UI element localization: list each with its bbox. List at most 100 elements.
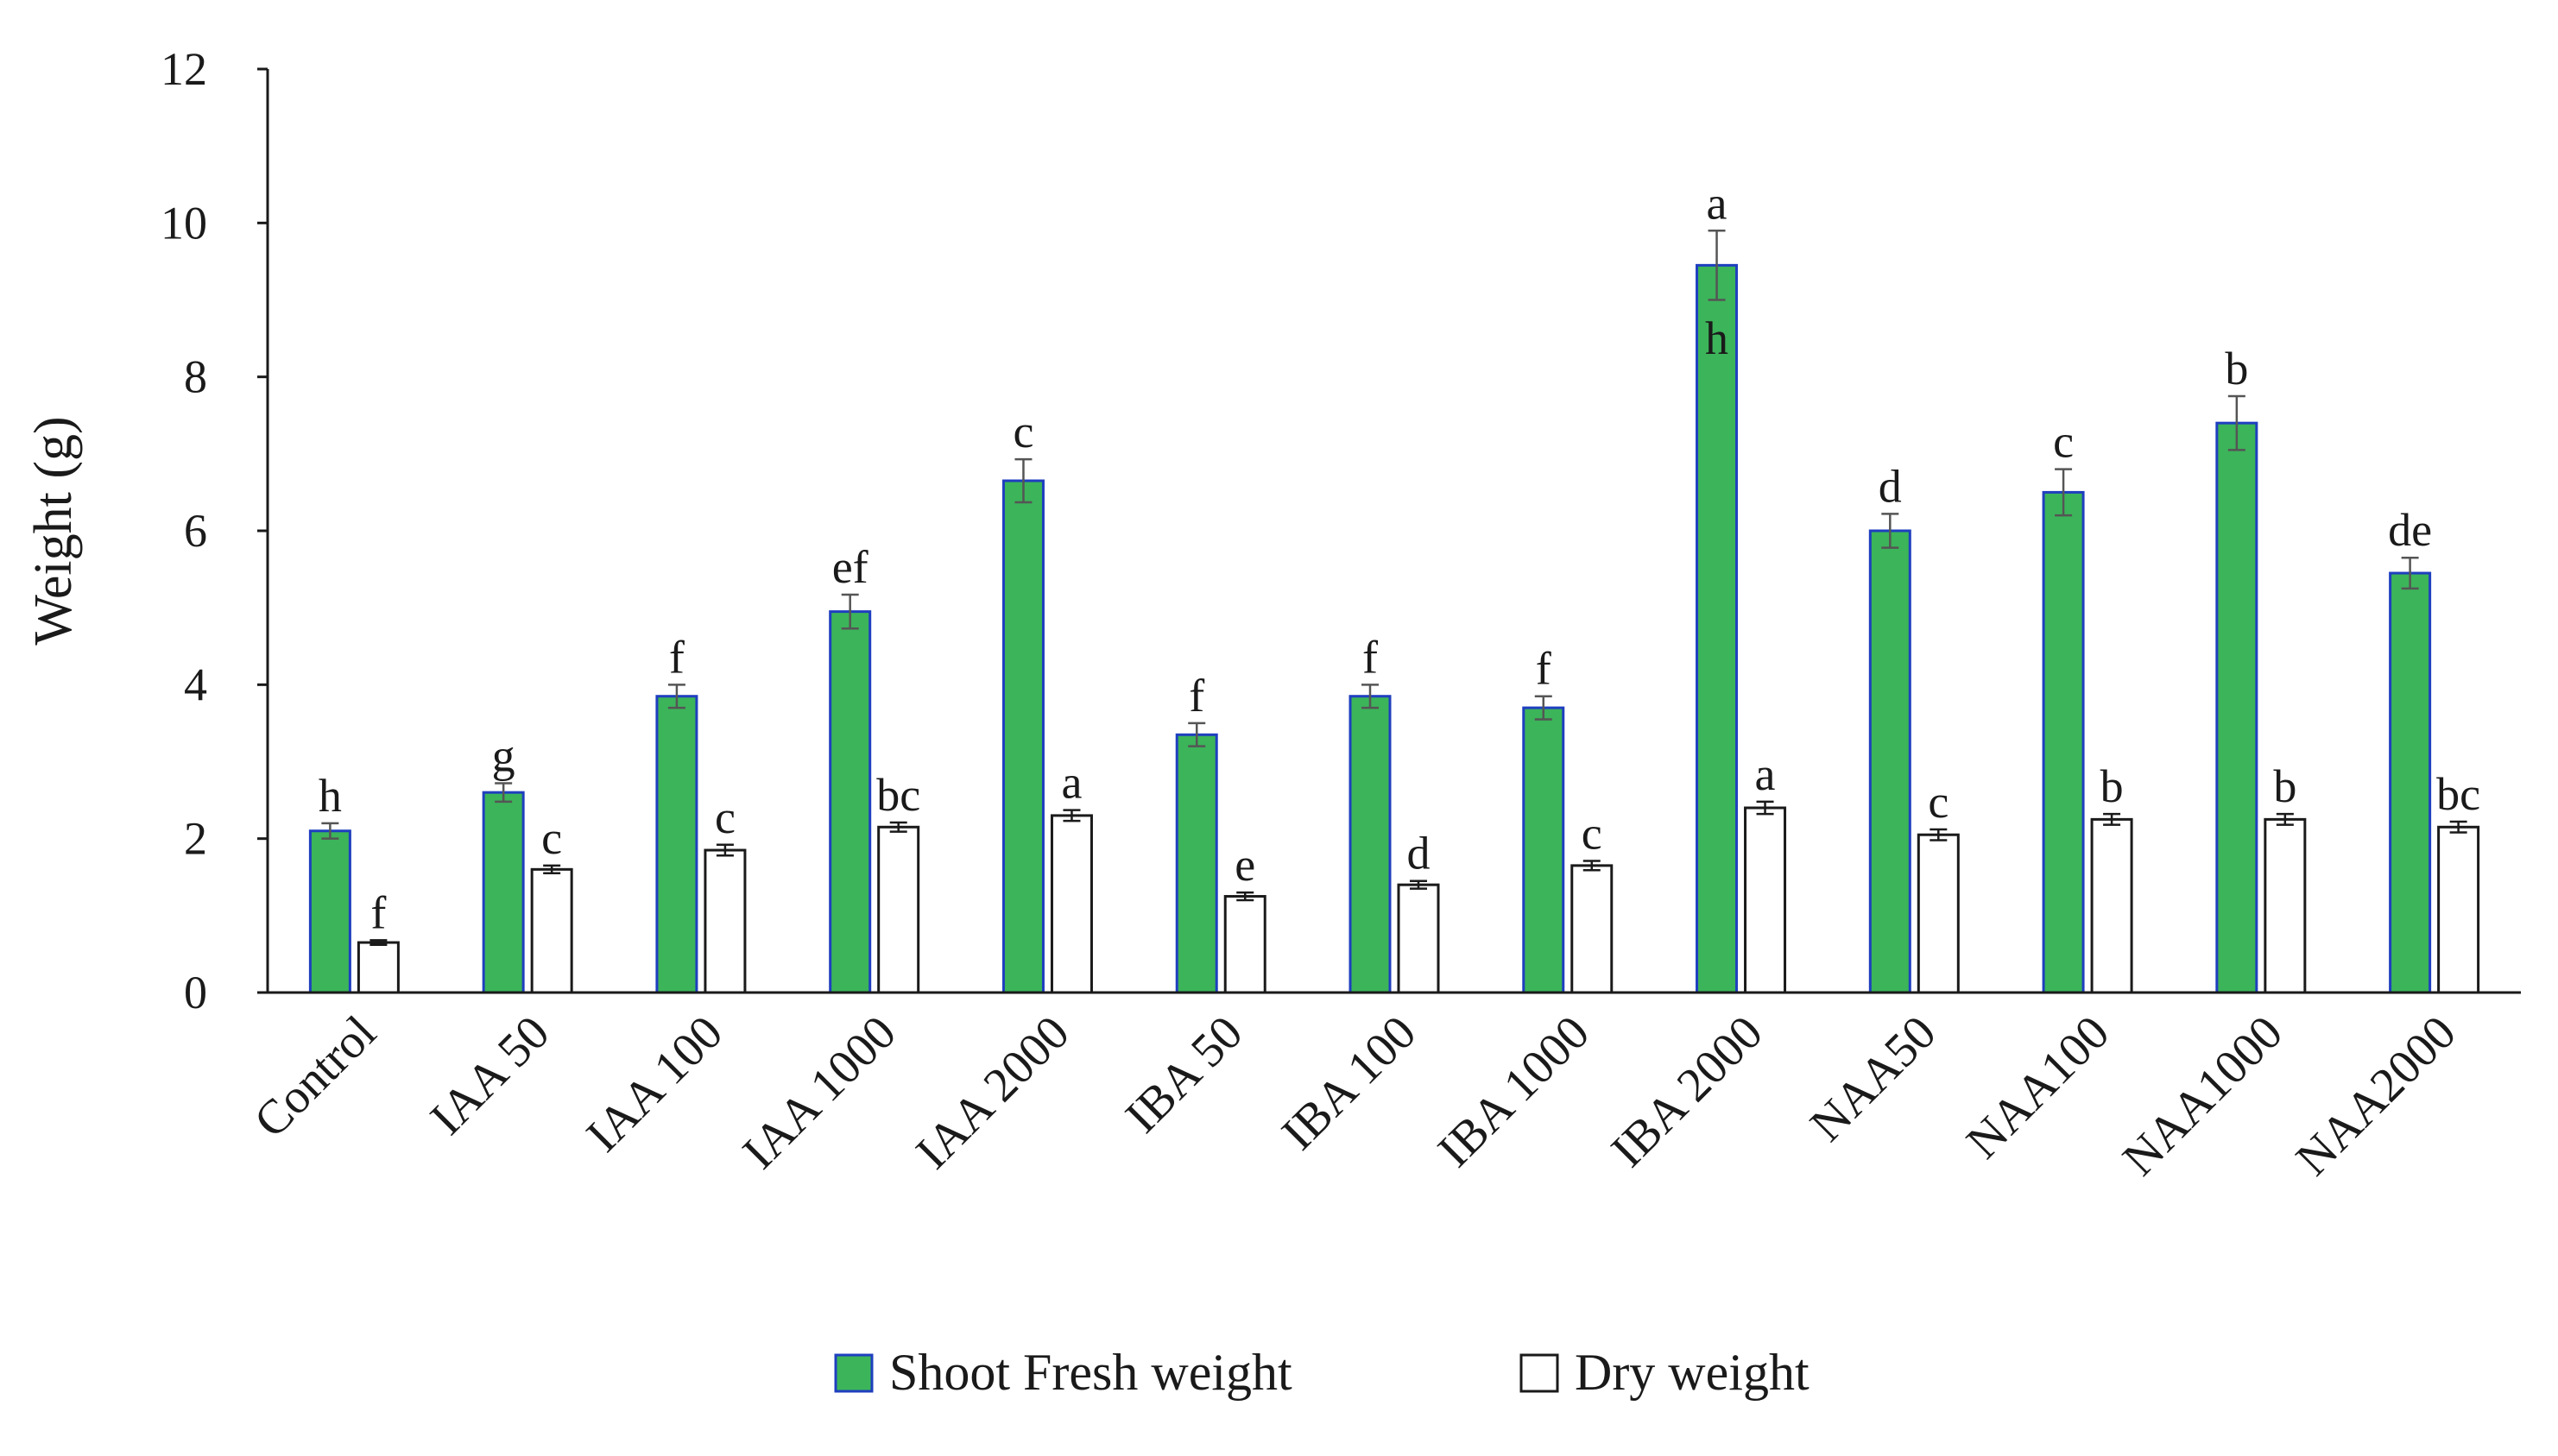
significance-labels: h g f ef c f f f a d c b de f c c bc a e d c a c b b bc h (319, 177, 2480, 938)
significance-label: d (1879, 460, 1902, 512)
error-bar (321, 822, 339, 840)
significance-label: f (1536, 643, 1551, 695)
bar-dry-weight (1917, 833, 1960, 994)
significance-label: h (319, 770, 342, 822)
significance-label: f (669, 631, 685, 683)
y-tick-label: 12 (161, 43, 207, 95)
legend-swatch (1519, 1353, 1559, 1393)
bars-layer (308, 263, 2480, 994)
bar-dry-weight (357, 941, 400, 994)
bar-dry-weight (1397, 883, 1440, 994)
annotation-label: h (1705, 312, 1728, 364)
category-label: NAA100 (1956, 1005, 2119, 1169)
legend-swatch (834, 1353, 874, 1393)
significance-label: e (1235, 839, 1255, 891)
error-bar (1014, 457, 1033, 504)
significance-label: c (1013, 406, 1033, 457)
error-bar (2449, 820, 2467, 834)
error-bar (1361, 684, 1379, 709)
bar-shoot-fresh-weight (1001, 479, 1045, 994)
significance-label: c (715, 791, 736, 843)
error-bar (2103, 812, 2121, 826)
y-tick-label: 4 (184, 659, 207, 710)
y-tick-label: 10 (161, 197, 207, 249)
significance-label: c (2053, 416, 2074, 468)
y-tick-label: 2 (184, 813, 207, 865)
error-bar (1410, 879, 1427, 890)
bar-shoot-fresh-weight (308, 829, 351, 994)
category-label: IBA 1000 (1428, 1005, 1600, 1177)
bar-shoot-fresh-weight (1868, 529, 1911, 994)
error-bar (889, 821, 907, 833)
category-label: IAA 50 (420, 1005, 560, 1145)
y-axis-title: Weight (g) (24, 416, 83, 645)
significance-label: b (2273, 760, 2296, 812)
category-label: NAA50 (1800, 1005, 1946, 1151)
error-bar (1236, 891, 1254, 902)
legend-label: Dry weight (1575, 1344, 1810, 1401)
error-bar (1063, 809, 1081, 823)
category-label: NAA1000 (2113, 1005, 2293, 1186)
error-bar (2276, 812, 2294, 826)
category-label: IBA 2000 (1601, 1005, 1773, 1177)
axes (266, 69, 2521, 994)
category-label: IBA 100 (1272, 1005, 1426, 1160)
error-bar (1534, 695, 1552, 721)
error-bar (1708, 230, 1726, 301)
error-bar (1930, 828, 1948, 841)
bar-dry-weight (2090, 817, 2133, 994)
error-bar (2227, 394, 2245, 451)
category-label: NAA2000 (2286, 1005, 2466, 1186)
error-bar (667, 684, 685, 709)
legend: Shoot Fresh weight Dry weight (834, 1344, 1810, 1401)
category-label: IBA 50 (1115, 1005, 1253, 1143)
error-bar (1881, 513, 1899, 549)
y-tick-label: 0 (184, 967, 207, 1018)
error-bar (716, 843, 734, 857)
bar-dry-weight (2264, 817, 2307, 994)
error-bar (1188, 722, 1206, 747)
bar-shoot-fresh-weight (1348, 695, 1392, 994)
significance-label: f (1189, 670, 1204, 722)
significance-label: a (1061, 757, 1082, 809)
bar-shoot-fresh-weight (2389, 571, 2432, 994)
bar-shoot-fresh-weight (2042, 490, 2085, 994)
bar-dry-weight (1570, 864, 1614, 994)
bar-dry-weight (2437, 825, 2480, 994)
significance-label: a (1707, 177, 1727, 229)
category-label: Control (244, 1005, 387, 1148)
bar-dry-weight (877, 825, 920, 994)
bar-shoot-fresh-weight (2215, 421, 2258, 994)
significance-label: de (2388, 504, 2432, 556)
significance-label: bc (2436, 768, 2480, 820)
y-tick-label: 8 (184, 351, 207, 403)
error-bar (1582, 860, 1601, 872)
error-bar (369, 939, 388, 946)
category-label: IAA 100 (577, 1005, 733, 1162)
bar-shoot-fresh-weight (829, 610, 872, 994)
bar-shoot-fresh-weight (1522, 706, 1565, 994)
significance-label: bc (876, 769, 920, 821)
significance-label: c (541, 812, 562, 864)
significance-label: ef (832, 541, 868, 593)
bar-dry-weight (1744, 806, 1787, 994)
y-ticks: 0 2 4 6 8 10 12 (161, 43, 268, 1018)
bar-dry-weight (1223, 895, 1266, 994)
bar-shoot-fresh-weight (655, 695, 698, 994)
bar-dry-weight (1050, 814, 1093, 994)
category-labels: Control IAA 50 IAA 100 IAA 1000 IAA 2000 IBA … (244, 1005, 2466, 1186)
legend-item: Shoot Fresh weight (834, 1344, 1292, 1401)
legend-label: Shoot Fresh weight (889, 1344, 1292, 1401)
error-bars-layer (321, 230, 2467, 946)
significance-label: c (1928, 776, 1949, 828)
error-bar (543, 864, 561, 875)
bar-dry-weight (704, 848, 747, 994)
significance-label: c (1582, 808, 1602, 860)
category-label: IAA 2000 (906, 1005, 1080, 1179)
significance-label: g (492, 729, 515, 781)
error-bar (2401, 556, 2419, 590)
y-tick-label: 6 (184, 505, 207, 557)
legend-item: Dry weight (1519, 1344, 1810, 1401)
bar-shoot-fresh-weight (1175, 733, 1218, 994)
